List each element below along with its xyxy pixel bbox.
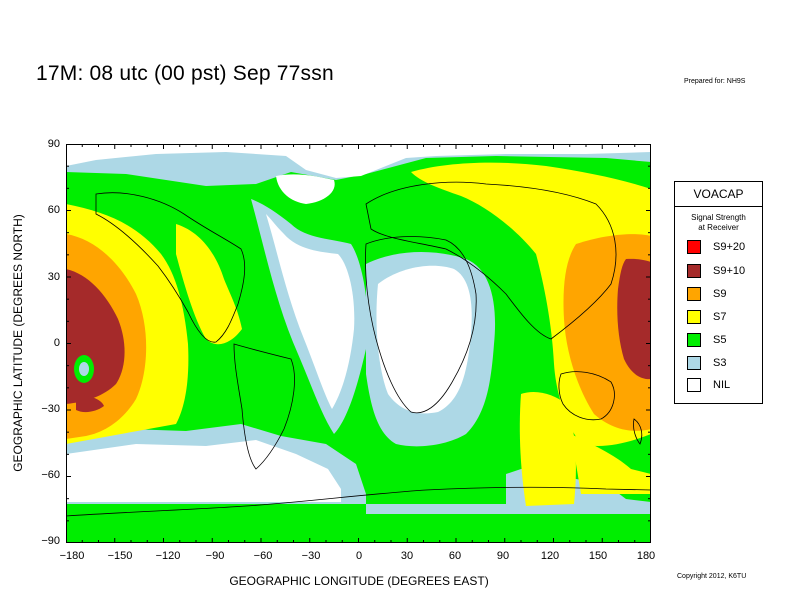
legend-subtitle-line: Signal Strength [691,213,746,222]
coastline-outlines [95,181,643,470]
coverage-island [74,355,94,383]
prepared-for-note: Prepared for: NH9S [684,78,746,85]
legend-swatch [687,378,701,392]
antarctic-coastline [66,486,651,517]
legend-swatch [687,310,701,324]
legend-label: S5 [713,334,727,346]
legend-swatch [687,287,701,301]
x-tick-label: −180 [59,550,85,562]
coverage-zone-nil [66,144,651,502]
y-tick-label: 60 [47,204,60,216]
legend-label: S9 [713,288,727,300]
legend-subtitle-line: at Receiver [698,223,739,232]
y-tick-label: −30 [41,403,60,415]
legend-label: NIL [713,379,731,391]
x-axis-label: GEOGRAPHIC LONGITUDE (DEGREES EAST) [229,574,489,588]
copyright-note: Copyright 2012, K6TU [677,573,747,580]
x-tick-label: −90 [205,550,225,562]
y-tick-label: −90 [41,535,60,547]
legend-swatch [687,333,701,347]
x-tick-label: −120 [155,550,181,562]
signal-legend: VOACAP Signal Strength at Receiver S9+20… [674,181,763,404]
x-tick-label: 90 [496,550,510,562]
legend-title: VOACAP [675,182,762,207]
y-tick-label: 30 [47,271,60,283]
y-tick-label: −60 [41,469,60,481]
legend-subtitle: Signal Strength at Receiver [675,213,762,233]
y-axis-label: GEOGRAPHIC LATITUDE (DEGREES NORTH) [11,214,25,472]
legend-swatch [687,264,701,278]
axis-tick-marks [66,144,651,543]
x-tick-label: −60 [253,550,273,562]
legend-item-s9-10: S9+10 [687,264,745,278]
legend-label: S7 [713,311,727,323]
x-tick-label: 180 [636,550,656,562]
x-tick-label: −150 [107,550,133,562]
x-tick-label: 0 [355,550,363,562]
map-title: 17M: 08 utc (00 pst) Sep 77ssn [36,62,334,85]
legend-item-s5: S5 [687,333,726,347]
y-tick-label: 90 [47,138,60,150]
legend-item-s9: S9 [687,287,726,301]
legend-item-s9-20: S9+20 [687,240,745,254]
x-tick-label: 30 [400,550,414,562]
y-tick-label: 0 [53,337,60,349]
legend-label: S9+10 [713,265,746,277]
x-tick-label: 60 [448,550,462,562]
legend-item-s3: S3 [687,356,726,370]
x-tick-label: 150 [588,550,608,562]
propagation-map [66,144,651,543]
x-tick-label: −30 [301,550,321,562]
legend-label: S3 [713,357,727,369]
legend-label: S9+20 [713,241,746,253]
legend-item-s7: S7 [687,310,726,324]
x-tick-label: 120 [540,550,560,562]
legend-item-nil: NIL [687,378,730,392]
legend-swatch [687,356,701,370]
legend-swatch [687,240,701,254]
